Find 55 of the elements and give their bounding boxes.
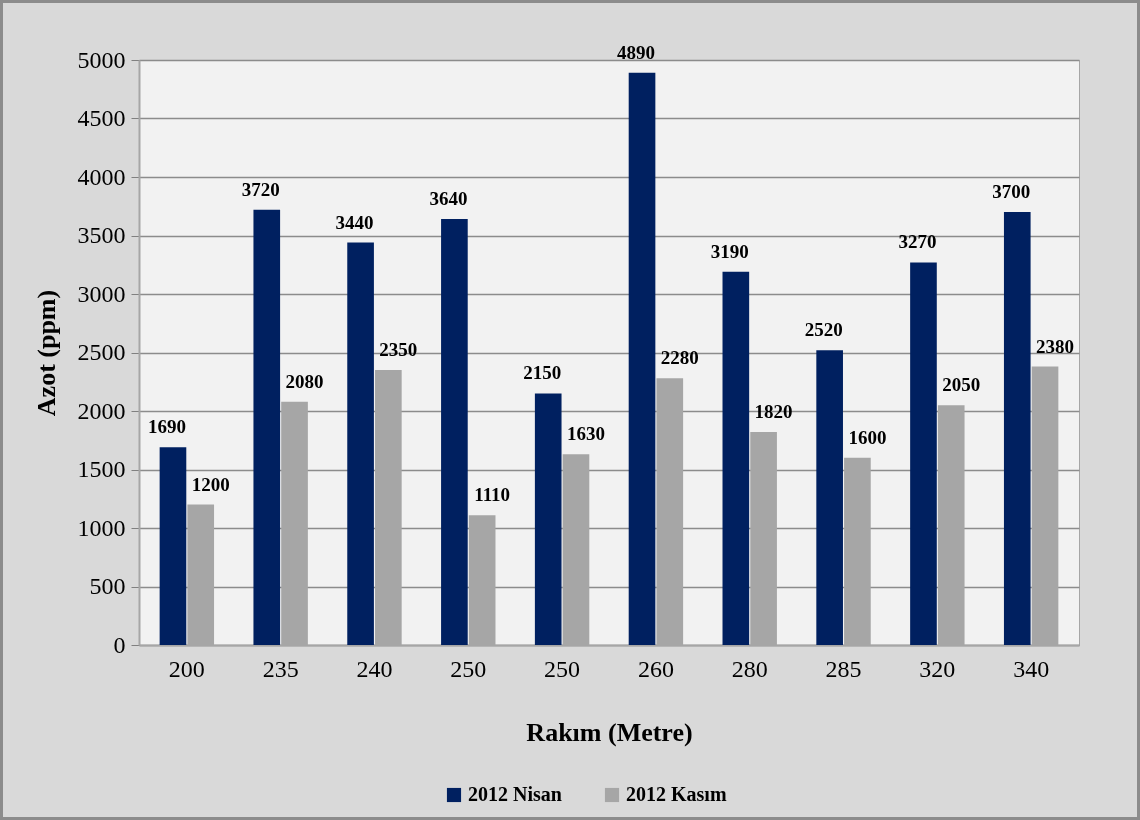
bar xyxy=(722,271,750,645)
data-label: 2150 xyxy=(523,362,562,384)
y-axis-title: Azot (ppm) xyxy=(31,289,61,417)
data-label: 2380 xyxy=(1036,335,1075,357)
bar xyxy=(441,219,468,645)
x-tick-label: 285 xyxy=(825,655,862,682)
x-tick-label: 340 xyxy=(1013,655,1050,682)
y-tick-label: 500 xyxy=(89,573,126,599)
data-label: 3270 xyxy=(898,231,937,253)
data-label: 1630 xyxy=(566,423,605,445)
bar xyxy=(628,72,656,645)
data-label: 4890 xyxy=(617,41,656,63)
bar xyxy=(1003,212,1031,645)
x-tick-label: 200 xyxy=(168,655,205,682)
x-axis-title: Rakım (Metre) xyxy=(526,717,693,747)
x-tick-label: 250 xyxy=(450,655,487,682)
x-tick-label: 320 xyxy=(919,655,956,682)
y-tick-label: 0 xyxy=(113,631,126,658)
x-tick-label: 280 xyxy=(731,655,768,682)
data-label: 2050 xyxy=(942,374,981,396)
y-tick-label: 1000 xyxy=(77,514,126,541)
data-label: 2280 xyxy=(660,347,699,369)
data-label: 3720 xyxy=(241,178,280,200)
y-tick-label: 1500 xyxy=(77,456,126,482)
data-label: 1200 xyxy=(191,473,230,495)
data-label: 2080 xyxy=(285,370,324,392)
data-label: 2350 xyxy=(379,339,418,361)
y-tick-label: 4500 xyxy=(77,105,126,131)
x-tick-label: 240 xyxy=(356,655,393,682)
y-tick-label: 3000 xyxy=(77,280,126,307)
data-label: 3700 xyxy=(992,181,1031,203)
x-tick-label: 260 xyxy=(637,655,674,682)
data-label: 2520 xyxy=(804,319,843,341)
y-tick-label: 3500 xyxy=(77,222,126,248)
x-tick-label: 250 xyxy=(544,655,581,682)
y-tick-label: 2000 xyxy=(77,397,126,424)
legend-label: 2012 Nisan xyxy=(468,783,562,805)
bar xyxy=(347,242,374,645)
bar xyxy=(910,262,937,645)
data-label: 1690 xyxy=(147,416,186,438)
y-tick-label: 2500 xyxy=(77,339,126,365)
x-tick-label: 235 xyxy=(262,655,299,682)
y-tick-label: 5000 xyxy=(77,46,126,73)
bar xyxy=(816,350,843,645)
y-tick-label: 4000 xyxy=(77,163,126,190)
bar xyxy=(534,393,562,645)
bar xyxy=(253,209,281,645)
bar xyxy=(159,447,187,645)
data-label: 3190 xyxy=(710,240,749,262)
data-label: 3440 xyxy=(335,211,374,233)
data-label: 3640 xyxy=(429,188,468,210)
data-label: 1110 xyxy=(474,484,511,506)
data-label: 1600 xyxy=(848,426,887,448)
legend-label: 2012 Kasım xyxy=(626,783,727,805)
data-label: 1820 xyxy=(754,401,793,423)
